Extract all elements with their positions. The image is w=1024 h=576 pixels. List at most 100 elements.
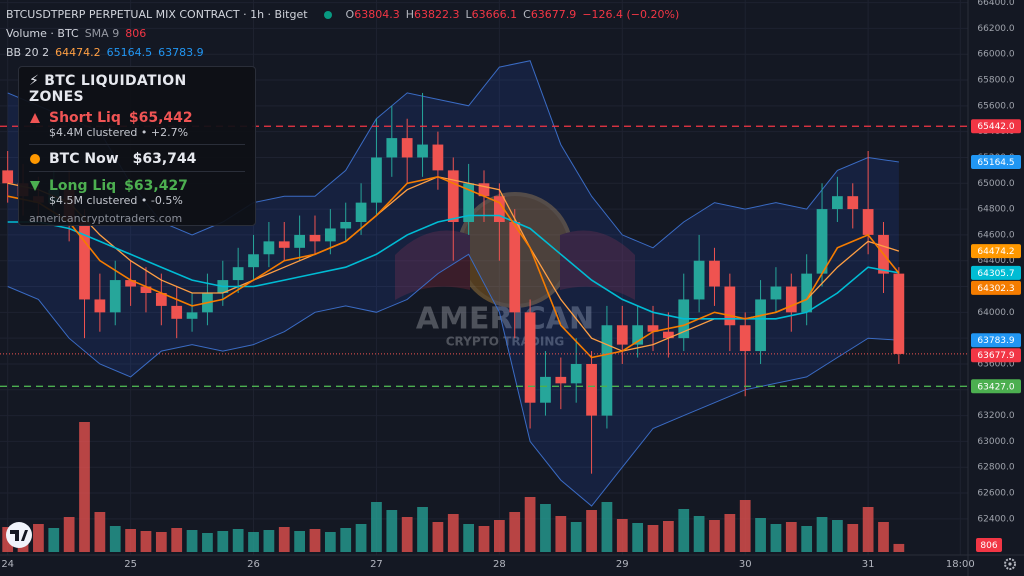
x-tick-label: 29	[616, 559, 629, 570]
volume-bar	[186, 530, 198, 552]
volume-bar	[678, 509, 690, 552]
volume-bar	[601, 502, 613, 552]
candle-body	[401, 138, 413, 158]
bb-basis-value: 64474.2	[55, 46, 101, 59]
price-badge	[971, 379, 1021, 394]
symbol: BTCUSDTPERP PERPETUAL MIX CONTRACT · 1h …	[6, 8, 308, 21]
volume-bar	[447, 514, 459, 552]
candle-body	[171, 305, 183, 319]
candle-body	[263, 241, 275, 255]
candle-body	[447, 170, 459, 222]
volume-bar	[540, 504, 551, 552]
price-badge	[971, 333, 1021, 348]
volume-bar	[878, 522, 889, 552]
candle-body	[278, 241, 290, 248]
candle-body	[770, 286, 782, 300]
ohlc-value: 63666.1	[471, 8, 518, 21]
price-badge	[971, 155, 1021, 170]
volume-bar	[739, 500, 751, 552]
x-tick-label: 24	[1, 559, 14, 570]
volume-bar	[232, 529, 244, 552]
x-tick-label: 27	[370, 559, 383, 570]
price-badge-label: 63677.9	[977, 351, 1014, 361]
volume-bar	[125, 529, 136, 552]
gear-center	[1008, 562, 1012, 566]
volume-bar	[432, 522, 444, 552]
bb-lower-value: 63783.9	[158, 46, 204, 59]
watermark-flag	[560, 230, 635, 300]
short-liq-price: $65,442	[128, 110, 193, 126]
price-badge	[971, 280, 1021, 295]
candle-body	[109, 280, 121, 313]
candle-body	[632, 325, 644, 345]
candle-body	[801, 273, 813, 313]
y-tick-label: 66000.0	[977, 50, 1014, 60]
candle-body	[540, 376, 551, 403]
y-tick-label: 64600.0	[977, 230, 1014, 240]
volume-bar	[709, 520, 720, 552]
volume-bar	[463, 524, 475, 552]
volume-bar	[48, 528, 60, 552]
x-tick-label: 31	[862, 559, 875, 570]
y-tick-label: 62600.0	[977, 489, 1014, 499]
price-badge-label: 63783.9	[977, 336, 1014, 346]
candle-body	[524, 312, 536, 403]
ohlc: H63822.3	[406, 5, 460, 24]
ohlc-key: C	[523, 8, 531, 21]
bb-upper-value: 65164.5	[106, 46, 153, 59]
volume-bar	[893, 543, 905, 552]
price-badge-label: 64474.2	[977, 247, 1014, 257]
volume-badge	[976, 538, 1002, 552]
candle-body	[371, 157, 382, 203]
up-triangle	[30, 113, 40, 123]
candle-body	[186, 312, 198, 319]
sma-label: SMA 9	[84, 27, 120, 40]
ohlc: L63666.1	[465, 5, 517, 24]
ohlc-value: 63677.9	[530, 8, 577, 21]
ohlc-value: 63822.3	[413, 8, 460, 21]
watermark-flag	[395, 230, 470, 300]
volume-bar	[155, 532, 167, 552]
volume-bar	[785, 522, 797, 552]
volume-bar	[371, 502, 382, 552]
ohlc-key: H	[405, 8, 414, 21]
ema-line	[7, 175, 900, 359]
y-tick-label: 64400.0	[977, 256, 1014, 266]
gear	[1004, 558, 1016, 570]
divider	[29, 144, 245, 145]
price-badge-label: 65442.0	[977, 122, 1014, 132]
volume-bar	[171, 528, 183, 552]
candle-body	[893, 273, 905, 354]
volume-bar	[248, 532, 259, 552]
long-liq-price: $63,427	[124, 178, 188, 194]
volume-bar	[632, 523, 644, 552]
volume-bar	[340, 528, 352, 552]
candle-body	[140, 286, 152, 293]
tv-logo	[6, 522, 32, 548]
candle-body	[417, 144, 428, 158]
long-liq-detail: $4.5M clustered • -0.5%	[49, 194, 183, 207]
volume-bar	[862, 507, 874, 552]
candle-body	[478, 183, 490, 197]
candle-body	[663, 331, 674, 339]
volume-bar	[586, 510, 597, 552]
candle-body	[816, 209, 828, 274]
change: −126.4 (−0.20%)	[582, 8, 680, 21]
header-row: BB 20 2 64474.2 65164.5 63783.9	[6, 43, 679, 62]
settings-icon[interactable]	[1004, 558, 1016, 570]
volume-bar	[478, 526, 490, 552]
price-badge-label: 64305.7	[977, 269, 1014, 279]
volume-bar	[63, 517, 75, 552]
volume-bar	[509, 512, 521, 552]
y-tick-label: 64800.0	[977, 205, 1014, 215]
candle-body	[493, 196, 505, 222]
price-badge-label: 64302.3	[977, 284, 1014, 294]
y-tick-label: 62800.0	[977, 463, 1014, 473]
candle-body	[586, 363, 597, 416]
short-liq-label: Short Liq	[49, 110, 121, 126]
site-url: americancryptotraders.com	[29, 212, 183, 225]
volume-bar	[770, 524, 782, 552]
candle-body	[355, 202, 367, 222]
volume-bar	[324, 532, 336, 552]
volume-bar	[33, 524, 44, 552]
